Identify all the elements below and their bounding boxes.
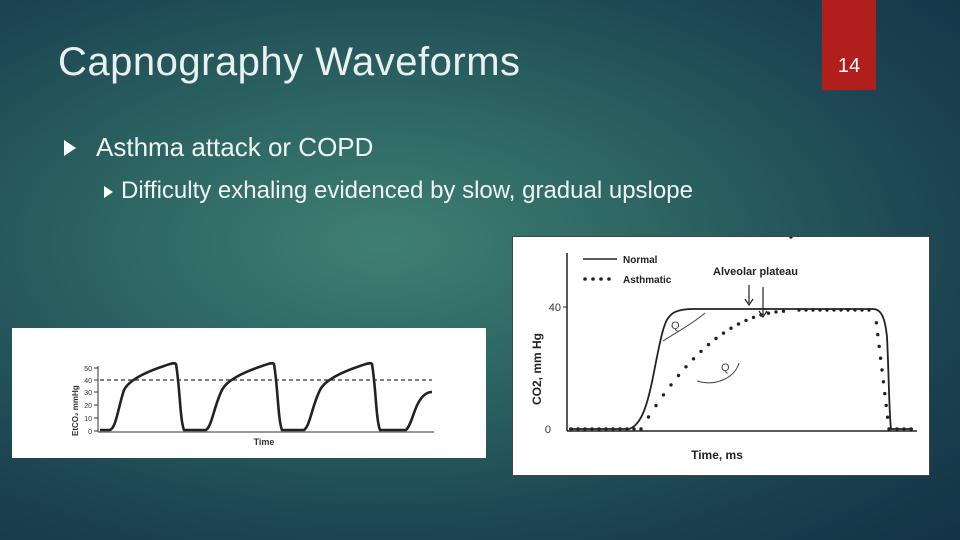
asthmatic-dot: [661, 393, 666, 397]
asthmatic-dot: [576, 427, 580, 431]
left-axes: [94, 366, 434, 433]
slide-title: Capnography Waveforms: [58, 40, 521, 84]
right-tick-40: 40: [549, 302, 561, 314]
legend-asthmatic-label: Asthmatic: [623, 275, 672, 286]
asthmatic-dot: [699, 349, 703, 354]
asthmatic-dot: [611, 427, 615, 431]
left-xlabel: Time: [254, 437, 275, 447]
asthmatic-dot: [832, 308, 836, 312]
right-ylabel: CO2, mm Hg: [530, 333, 544, 405]
left-tick-10: 10: [84, 416, 92, 423]
asthmatic-dot: [766, 311, 771, 315]
asthmatic-dot: [751, 315, 756, 320]
asthmatic-dot: [654, 403, 658, 408]
asthmatic-dot: [669, 383, 673, 387]
asthmatic-dot: [632, 427, 636, 431]
capnogram-left-image: 50 40 30 20 10 0 EtCO₂ mmHg Time: [12, 328, 486, 458]
asthmatic-dot: [839, 308, 843, 312]
asthmatic-dot: [846, 308, 850, 312]
asthmatic-dot: [597, 427, 601, 431]
page-number: 14: [837, 55, 861, 77]
asthmatic-dot: [877, 344, 881, 349]
asthmatic-dot: [646, 415, 651, 419]
asthmatic-dot: [881, 380, 886, 384]
bullet-arrow-icon: [64, 139, 76, 156]
asthmatic-dot: [887, 427, 891, 431]
q-normal-arc: [662, 312, 706, 342]
asthmatic-dot: [883, 391, 887, 396]
bullet-level1: Asthma attack or COPD: [64, 132, 373, 163]
asthmatic-dot: [706, 342, 711, 347]
asthmatic-dot: [569, 427, 573, 431]
bullet-level2: Difficulty exhaling evidenced by slow, g…: [104, 176, 724, 206]
left-tick-0: 0: [88, 429, 92, 436]
asthmatic-dot: [744, 318, 748, 323]
asthmatic-dot: [853, 308, 857, 312]
left-waveform: [100, 361, 433, 432]
asthmatic-dot: [797, 308, 801, 312]
left-ylabel: EtCO₂ mmHg: [71, 385, 80, 436]
q-asthmatic-arc: [696, 362, 740, 384]
left-tick-40: 40: [84, 378, 92, 385]
right-legend: Normal Asthmatic: [583, 255, 672, 286]
annotation-alveolar-plateau: Alveolar plateau: [713, 266, 798, 278]
left-tick-20: 20: [84, 403, 92, 410]
asthmatic-dot: [781, 309, 786, 313]
capnogram-right-image: 40 0 CO2, mm Hg Time, ms Normal Asthmati…: [512, 235, 930, 476]
asthmatic-dot: [714, 336, 718, 341]
asthmatic-dot: [729, 326, 733, 330]
annotation-q-asthmatic: Q: [721, 362, 730, 374]
asthmatic-dot: [759, 313, 763, 317]
asthmatic-dot: [618, 427, 622, 431]
asthmatic-dot: [804, 308, 808, 312]
asthmatic-dot: [902, 427, 906, 431]
asthmatic-dot: [736, 322, 741, 326]
asthmatic-dot: [909, 427, 913, 431]
asthmatic-dot: [811, 308, 815, 312]
asthmatic-dot: [625, 427, 629, 431]
annotation-q-normal: Q: [671, 320, 680, 332]
asthmatic-dot: [590, 427, 594, 431]
asthmatic-dot: [774, 310, 778, 314]
asthmatic-dot: [825, 308, 829, 312]
asthmatic-dot: [604, 427, 608, 431]
asthmatic-dot: [867, 308, 871, 312]
page-number-badge: 14: [822, 0, 876, 90]
asthmatic-dot: [684, 365, 688, 369]
bullet-arrow-icon: [104, 185, 113, 198]
asthmatic-waveform: [569, 235, 913, 431]
asthmatic-dot: [884, 403, 888, 408]
asthmatic-dot: [880, 368, 884, 372]
asthmatic-dot: [583, 427, 587, 431]
asthmatic-dot: [721, 331, 726, 335]
right-tick-0: 0: [545, 424, 551, 436]
right-xlabel: Time, ms: [691, 448, 743, 462]
asthmatic-dot: [639, 427, 643, 431]
bullet-level1-text: Asthma attack or COPD: [96, 132, 374, 162]
bullet-level2-text: Difficulty exhaling evidenced by slow, g…: [121, 177, 693, 204]
plateau-arrows-icon: [744, 285, 768, 319]
asthmatic-dot: [895, 427, 899, 431]
asthmatic-dot: [860, 308, 864, 312]
asthmatic-dot: [691, 357, 696, 361]
asthmatic-dot: [676, 373, 681, 378]
normal-waveform: [569, 308, 913, 430]
asthmatic-dot: [818, 308, 822, 312]
legend-asthmatic-swatch: [583, 277, 611, 281]
left-tick-50: 50: [84, 366, 92, 373]
asthmatic-dot: [885, 415, 890, 419]
right-axes: [563, 253, 917, 432]
legend-normal-label: Normal: [623, 255, 658, 266]
asthmatic-dot: [876, 332, 880, 337]
asthmatic-dot: [878, 356, 883, 360]
left-tick-30: 30: [84, 390, 92, 397]
asthmatic-dot: [789, 235, 793, 239]
asthmatic-dot: [874, 321, 879, 325]
